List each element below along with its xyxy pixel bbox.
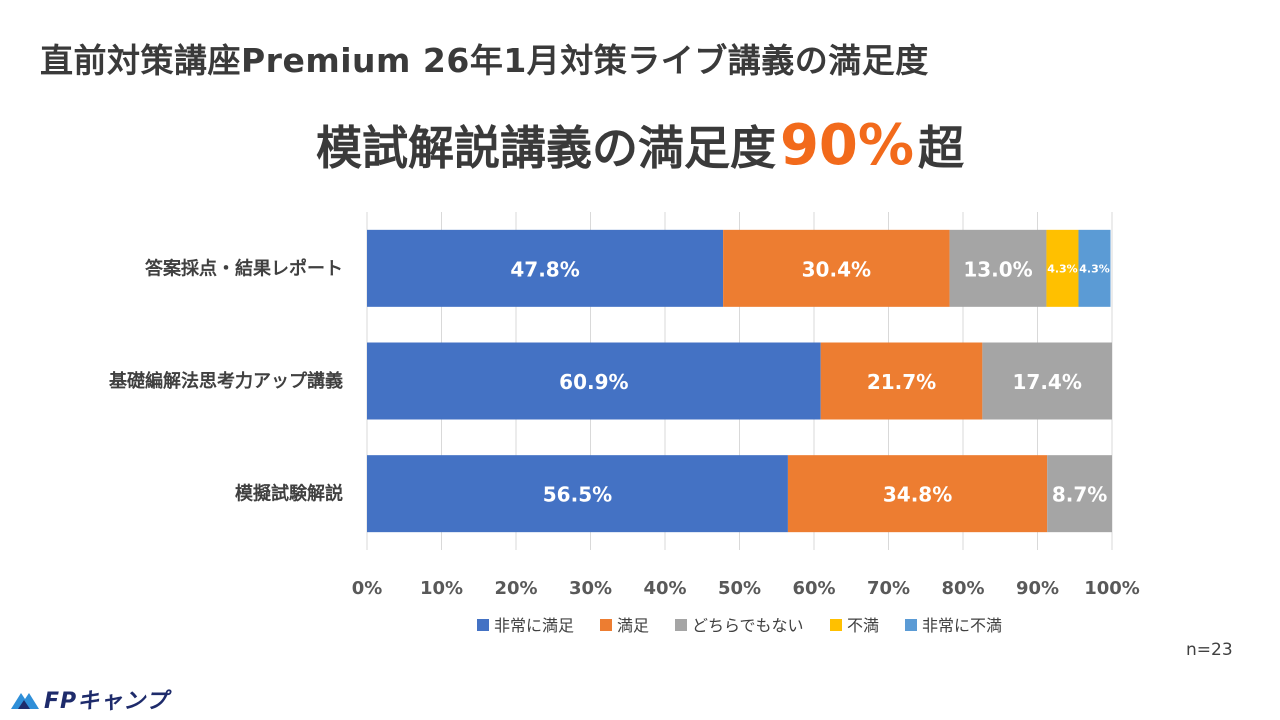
data-label: 34.8% [883,483,952,507]
category-label: 基礎編解法思考力アップ講義 [108,370,343,392]
data-label: 17.4% [1012,370,1081,394]
legend-label: 満足 [617,616,649,635]
bar-segment [367,455,788,533]
legend-label: 非常に満足 [494,616,574,635]
bar-segment [982,342,1112,420]
legend-label: 不満 [847,616,879,635]
x-tick-label: 20% [494,578,537,599]
data-label: 4.3% [1047,262,1078,275]
bar-segment [367,342,821,420]
bar-segment [820,342,983,420]
data-label: 47.8% [510,257,579,281]
logo-text: FPキャンプ [44,689,169,714]
legend-label: どちらでもない [692,616,804,635]
data-label: 13.0% [963,257,1032,281]
headline-number: 90% [779,113,915,178]
bar-segment [949,229,1047,307]
x-tick-label: 90% [1016,578,1059,599]
data-label: 21.7% [867,370,936,394]
bar-segment [787,455,1048,533]
headline-suffix: 超 [918,121,965,175]
x-tick-label: 70% [867,578,910,599]
x-tick-label: 80% [941,578,984,599]
data-label: 4.3% [1079,262,1110,275]
bar-segment [723,229,950,307]
data-label: 8.7% [1052,483,1107,507]
data-label: 30.4% [802,257,871,281]
headline-main: 模試解説講義の満足度 [315,121,776,175]
category-label: 答案採点・結果レポート [145,257,343,279]
x-tick-label: 100% [1084,578,1140,599]
legend-swatch [830,619,842,631]
bar-segment [1047,455,1112,533]
data-label: 60.9% [559,370,628,394]
mountain-icon [11,693,39,709]
category-label: 模擬試験解説 [235,483,343,505]
x-tick-label: 0% [352,578,383,599]
x-tick-label: 10% [420,578,463,599]
bar-segment [367,229,724,307]
page-title: 直前対策講座Premium 26年1月対策ライブ講義の満足度 [40,41,929,80]
bar-segment [1046,229,1079,307]
brand-logo: FPキャンプ [10,683,169,715]
x-tick-label: 60% [792,578,835,599]
legend-swatch [477,619,489,631]
legend-swatch [905,619,917,631]
x-tick-label: 50% [718,578,761,599]
sample-size-label: n=23 [1186,640,1233,660]
headline: 模試解説講義の満足度90%超 [0,112,1280,178]
x-tick-label: 30% [569,578,612,599]
data-label: 56.5% [543,483,612,507]
bar-segment [1078,229,1111,307]
legend-label: 非常に不満 [922,616,1002,635]
x-tick-label: 40% [643,578,686,599]
legend-swatch [675,619,687,631]
legend-swatch [600,619,612,631]
